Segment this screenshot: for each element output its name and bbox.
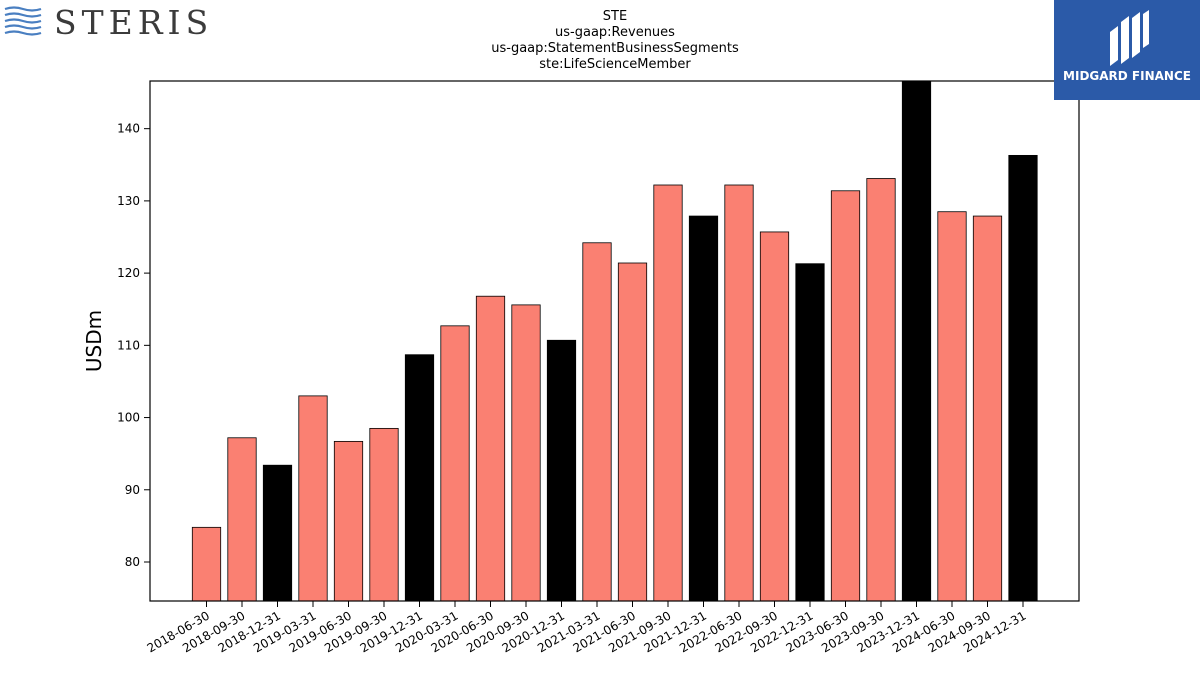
bar-2021-03-31 (582, 242, 612, 602)
y-tick-label: 140 (117, 122, 140, 136)
bar-2024-09-30 (972, 215, 1003, 602)
y-tick-label: 80 (125, 555, 140, 569)
y-tick-label: 100 (117, 411, 140, 425)
bar-2018-06-30 (191, 526, 222, 602)
bar-2019-06-30 (333, 440, 364, 602)
steris-waves-icon (4, 6, 42, 36)
bar-2023-06-30 (830, 190, 861, 602)
bars-group (191, 80, 1038, 602)
bar-2022-12-31 (795, 263, 825, 602)
bar-2019-12-31 (404, 354, 435, 602)
chart-title-line-3: us-gaap:StatementBusinessSegments (491, 41, 739, 56)
bar-2018-12-31 (262, 464, 293, 602)
bar-2023-12-31 (901, 80, 932, 602)
chart-title: STE us-gaap:Revenues us-gaap:StatementBu… (491, 9, 739, 72)
bar-2022-06-30 (724, 184, 754, 602)
midgard-wordmark: MIDGARD FINANCE (1063, 69, 1191, 83)
bar-2021-12-31 (688, 215, 719, 602)
bar-2023-09-30 (866, 178, 896, 602)
steris-wordmark: STERIS (54, 2, 214, 42)
bar-2019-09-30 (369, 427, 399, 602)
y-axis-label: USDm (82, 310, 106, 372)
midgard-finance-logo: MIDGARD FINANCE (1054, 0, 1200, 100)
bar-2024-06-30 (937, 211, 967, 602)
chart-title-line-2: us-gaap:Revenues (555, 25, 675, 40)
bar-2020-03-31 (440, 325, 470, 602)
steris-logo: STERIS (4, 2, 214, 42)
y-tick-label: 130 (117, 194, 140, 208)
bar-2021-09-30 (653, 184, 683, 602)
bar-2021-06-30 (617, 262, 648, 602)
bar-2024-12-31 (1008, 154, 1038, 602)
x-axis: 2018-06-302018-09-302018-12-312019-03-31… (145, 601, 1029, 655)
bar-2020-09-30 (511, 304, 541, 602)
plot-frame (149, 80, 1080, 602)
bar-2020-06-30 (475, 295, 506, 602)
bar-2018-09-30 (227, 437, 257, 602)
midgard-emblem-icon (1110, 10, 1149, 66)
bar-2022-09-30 (759, 231, 790, 602)
y-tick-label: 120 (117, 266, 140, 280)
y-tick-label: 110 (117, 338, 140, 352)
y-axis: 80 90 100 110 120 130 140 (117, 122, 150, 569)
bar-2020-12-31 (546, 339, 577, 602)
chart-title-line-4: ste:LifeScienceMember (539, 57, 691, 72)
bar-2019-03-31 (298, 395, 328, 602)
y-tick-label: 90 (125, 483, 140, 497)
chart-title-line-1: STE (603, 9, 627, 24)
